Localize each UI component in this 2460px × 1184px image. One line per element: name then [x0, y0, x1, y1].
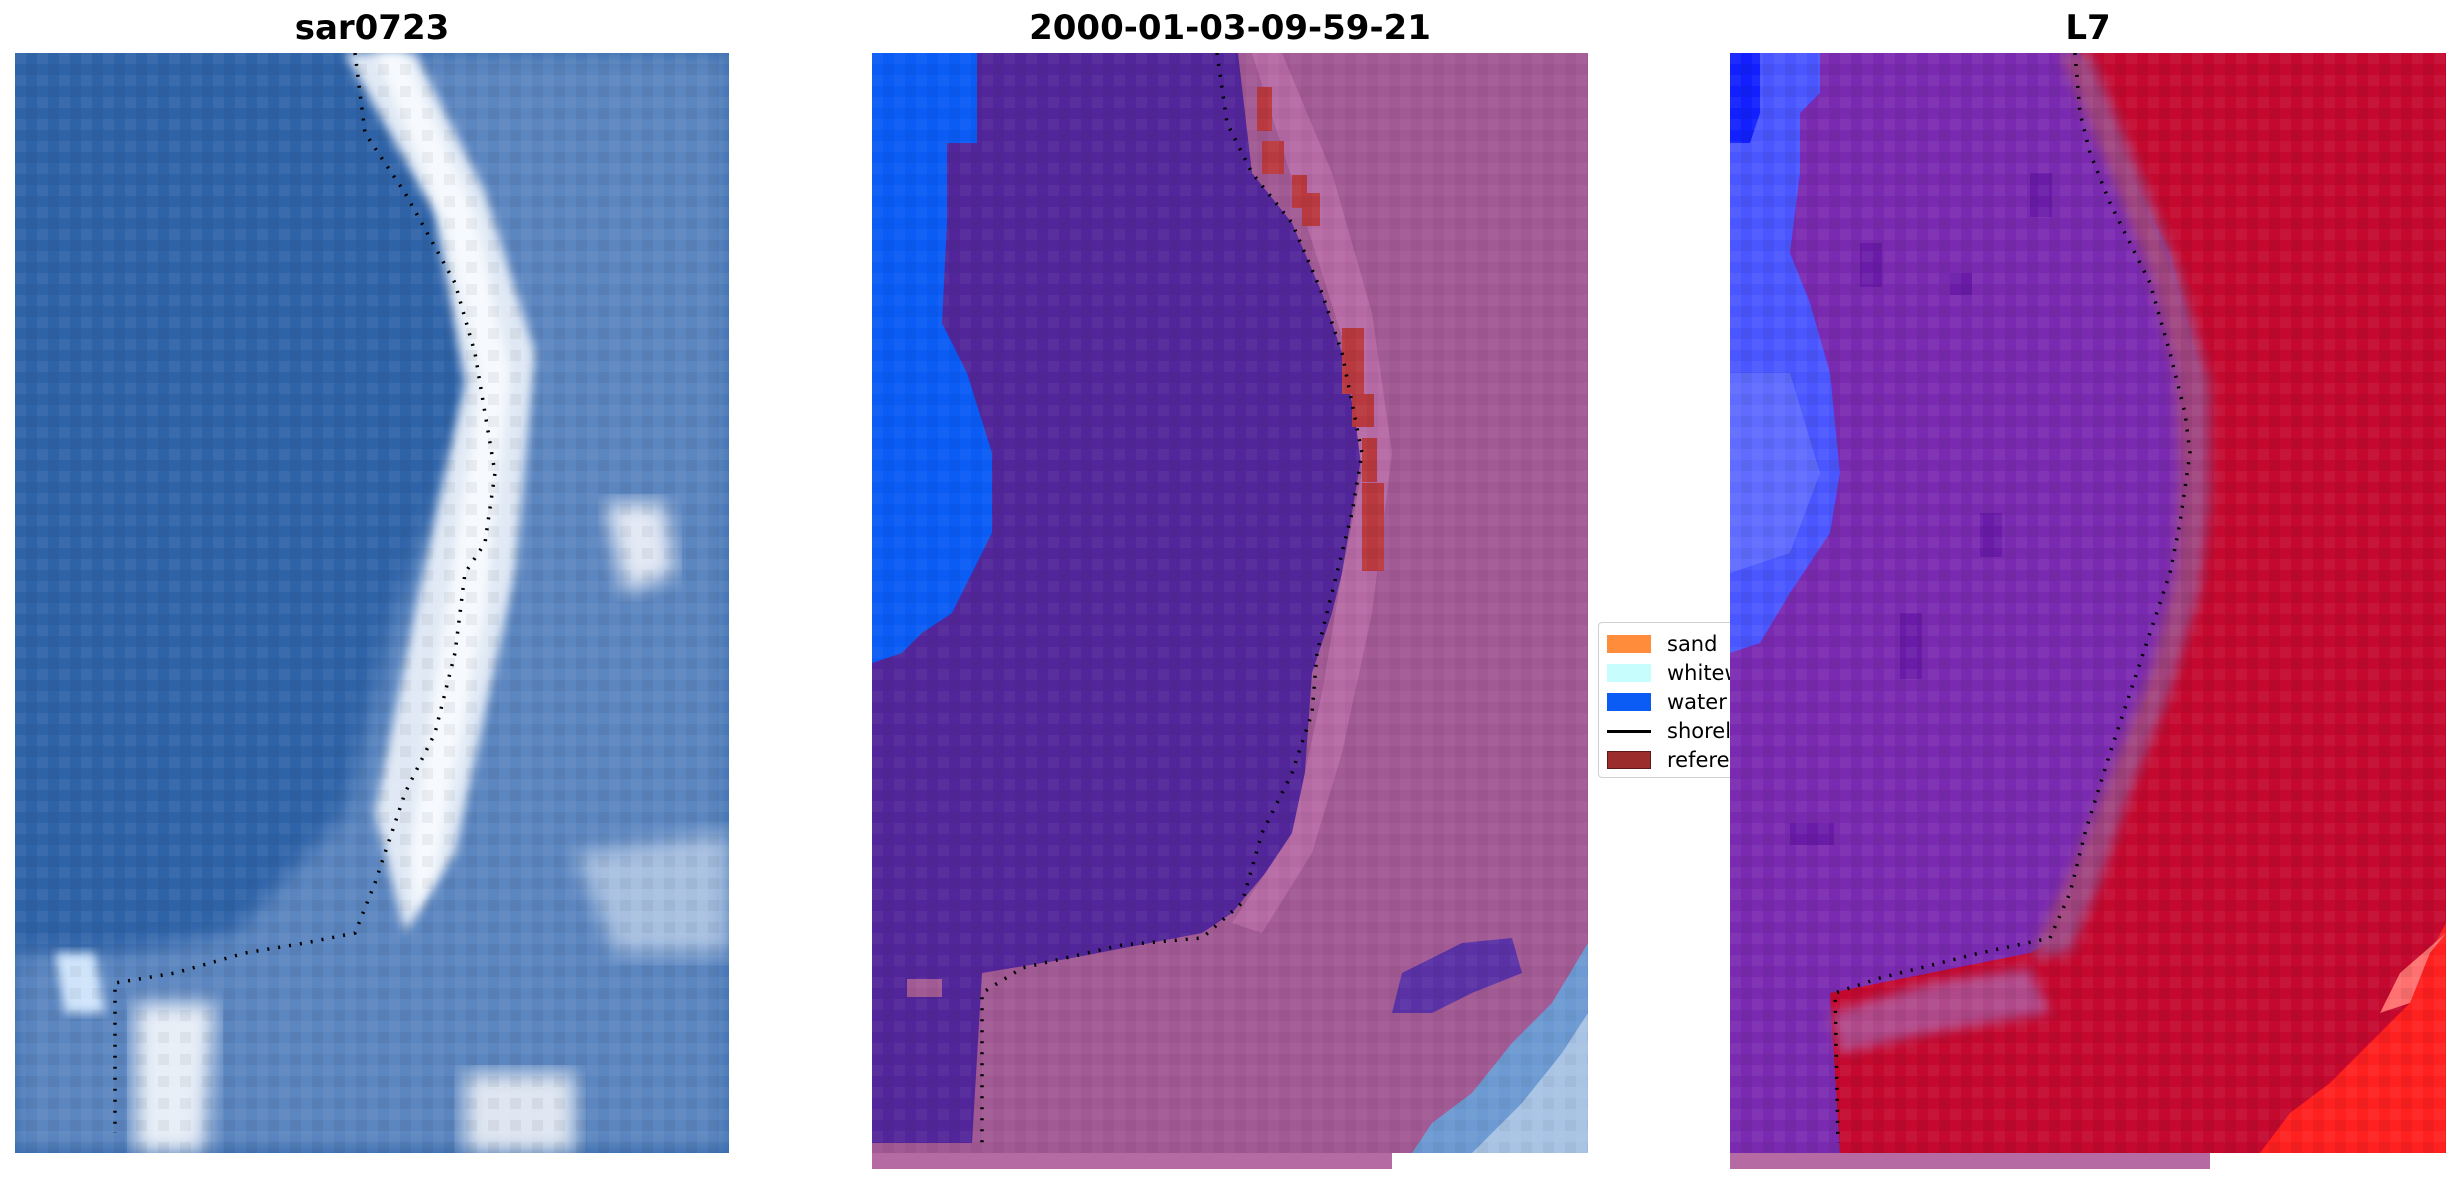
title-rgb: sar0723 [294, 8, 450, 48]
classification-image [872, 53, 1588, 1169]
title-index: L7 [2065, 8, 2111, 48]
legend-item-water: water [1607, 689, 1727, 715]
index-panel [1730, 53, 2446, 1171]
reference-swatch [1607, 751, 1651, 769]
whitewater-swatch [1607, 664, 1651, 682]
water-swatch [1607, 693, 1651, 711]
legend-item-reference: reference [1607, 747, 1739, 773]
rgb-image-panel [15, 53, 729, 1153]
legend-label: shoreline [1667, 719, 1739, 743]
legend-item-sand: sand [1607, 631, 1717, 657]
shoreline-line-swatch [1607, 722, 1651, 740]
legend-item-shoreline: shoreline [1607, 718, 1739, 744]
legend-label: water [1667, 690, 1727, 714]
title-classification: 2000-01-03-09-59-21 [1029, 8, 1431, 48]
index-image [1730, 53, 2446, 1169]
legend-label: sand [1667, 632, 1718, 656]
sand-swatch [1607, 635, 1651, 653]
shoreline-classification [980, 53, 1364, 1143]
legend-label: reference [1667, 748, 1739, 772]
rgb-image [15, 53, 729, 1153]
classification-panel [872, 53, 1588, 1171]
